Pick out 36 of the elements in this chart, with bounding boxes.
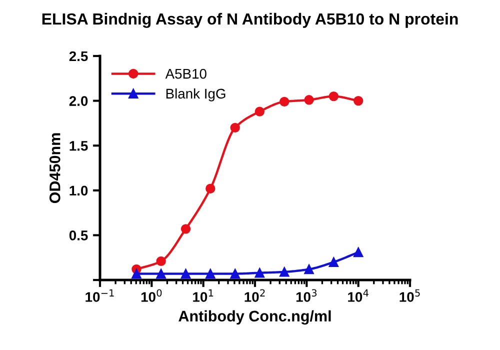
point (132, 268, 142, 279)
point (353, 247, 364, 258)
x-tick-label: 10$^{1}$ (193, 289, 214, 302)
y-tick-label: 2.0 (69, 96, 88, 106)
y-tick-label: 1.0 (70, 186, 88, 196)
point (304, 264, 314, 274)
point (353, 96, 364, 106)
point (230, 268, 240, 279)
point (206, 268, 216, 279)
y-tick-label: 0.5 (69, 230, 88, 240)
x-tick-label: 10$^{4}$ (348, 289, 368, 302)
point (156, 256, 166, 266)
y-tick-label: 1.5 (70, 141, 88, 151)
y-axis-title: OD450nm (49, 133, 60, 204)
point (279, 96, 290, 107)
legend-label: Blank IgG (166, 88, 226, 102)
point (328, 91, 339, 102)
legend-label: A5B10 (165, 68, 206, 79)
x-tick-label: 10$^{−1}$ (86, 289, 114, 302)
point (156, 268, 166, 279)
x-tick-label: 10$^{5}$ (400, 289, 420, 302)
point (180, 224, 191, 234)
x-tick-label: 10$^{0}$ (141, 289, 162, 302)
chart-title: ELISA Bindnig Assay of N Antibody A5B10 to N protein (42, 12, 458, 28)
point (206, 184, 216, 194)
point (230, 122, 240, 133)
point (254, 268, 265, 278)
point (254, 106, 265, 116)
point (279, 267, 290, 277)
y-tick-label: 2.5 (69, 51, 88, 62)
x-tick-label: 10$^{2}$ (244, 289, 265, 302)
x-tick-label: 10$^{3}$ (296, 289, 317, 302)
point (304, 95, 314, 105)
x-axis-title: Antibody Conc.ng/ml (178, 310, 331, 325)
point (328, 257, 339, 267)
point (180, 268, 191, 279)
